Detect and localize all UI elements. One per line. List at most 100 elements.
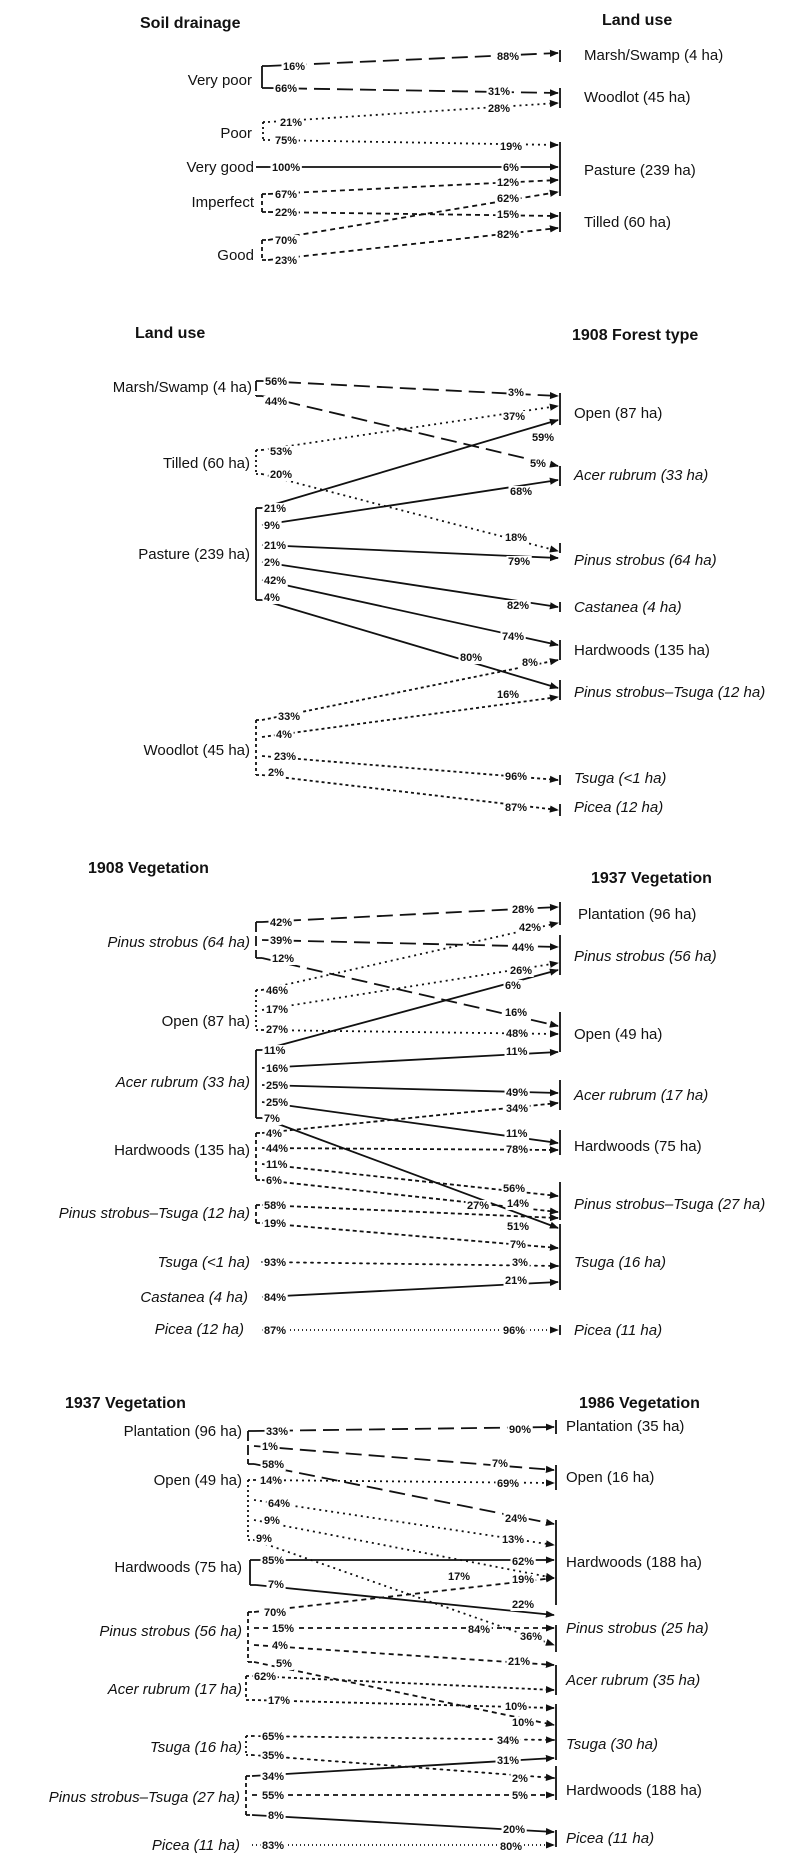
flow-line bbox=[267, 211, 559, 220]
pct: 27% bbox=[266, 1024, 288, 1036]
label-backing bbox=[260, 1840, 286, 1852]
pct: 44% bbox=[265, 396, 287, 408]
panel-1-right-header: Land use bbox=[602, 12, 672, 29]
label-backing bbox=[254, 1533, 274, 1545]
pct: 19% bbox=[512, 1574, 534, 1586]
label-backing bbox=[262, 1607, 288, 1619]
panel-3-left-header: 1908 Vegetation bbox=[88, 860, 209, 877]
label-backing bbox=[503, 1007, 529, 1019]
label-backing bbox=[495, 229, 521, 241]
pct: 34% bbox=[497, 1735, 519, 1747]
pct: 4% bbox=[266, 1128, 282, 1140]
label-backing bbox=[510, 1556, 536, 1568]
bracket bbox=[255, 1204, 262, 1224]
label-backing bbox=[276, 711, 302, 723]
target-label-picea: Picea (11 ha) bbox=[566, 1830, 654, 1847]
label-backing bbox=[272, 751, 298, 763]
pct: 58% bbox=[264, 1200, 286, 1212]
pct: 16% bbox=[497, 689, 519, 701]
panel-soil-to-landuse: Soil drainage Land use Very poor Poor Ve… bbox=[140, 12, 723, 267]
source-label-hardwoods: Hardwoods (135 ha) bbox=[114, 1142, 250, 1159]
pct: 21% bbox=[264, 503, 286, 515]
target-label-pinus-strobus: Pinus strobus (56 ha) bbox=[574, 948, 717, 965]
label-backing bbox=[264, 1175, 284, 1187]
pct: 7% bbox=[492, 1458, 508, 1470]
label-backing bbox=[465, 1200, 491, 1212]
label-backing bbox=[262, 520, 282, 532]
pct: 27% bbox=[467, 1200, 489, 1212]
label-backing bbox=[517, 922, 543, 934]
flow-line bbox=[261, 561, 559, 610]
target-label-acer-rubrum: Acer rubrum (33 ha) bbox=[573, 467, 708, 484]
source-label-picea: Picea (12 ha) bbox=[155, 1321, 244, 1338]
pct: 21% bbox=[264, 540, 286, 552]
label-backing bbox=[268, 446, 294, 458]
source-label-imperfect: Imperfect bbox=[191, 194, 254, 211]
pct: 59% bbox=[532, 432, 554, 444]
pct: 39% bbox=[270, 935, 292, 947]
pct: 66% bbox=[275, 83, 297, 95]
label-backing bbox=[466, 1624, 492, 1636]
label-backing bbox=[503, 1275, 529, 1287]
bracket bbox=[261, 193, 268, 213]
label-backing bbox=[508, 965, 534, 977]
target-label-hardwoods: Hardwoods (188 ha) bbox=[566, 1554, 702, 1571]
pct: 11% bbox=[266, 1159, 288, 1171]
label-backing bbox=[506, 556, 532, 568]
pct: 58% bbox=[262, 1459, 284, 1471]
pct: 44% bbox=[266, 1143, 288, 1155]
pct: 20% bbox=[270, 469, 292, 481]
panel-1908-to-1937: 1908 Vegetation 1937 Vegetation bbox=[59, 860, 765, 1339]
pct: 3% bbox=[512, 1257, 528, 1269]
pct: 1% bbox=[262, 1441, 278, 1453]
pct: 20% bbox=[503, 1824, 525, 1836]
pct: 5% bbox=[276, 1658, 292, 1670]
label-backing bbox=[262, 1045, 288, 1057]
source-label-plantation: Plantation (96 ha) bbox=[124, 1423, 242, 1440]
label-backing bbox=[274, 1658, 294, 1670]
pct: 16% bbox=[266, 1063, 288, 1075]
flow-line bbox=[251, 1754, 555, 1781]
label-backing bbox=[268, 469, 294, 481]
flow-line bbox=[261, 418, 559, 509]
pct: 15% bbox=[272, 1623, 294, 1635]
pct: 7% bbox=[268, 1579, 284, 1591]
pct: 7% bbox=[264, 1113, 280, 1125]
pct: 4% bbox=[276, 729, 292, 741]
pct: 69% bbox=[497, 1478, 519, 1490]
pct: 51% bbox=[507, 1221, 529, 1233]
label-backing bbox=[504, 1144, 530, 1156]
source-label-open: Open (87 ha) bbox=[162, 1013, 250, 1030]
pct: 82% bbox=[497, 229, 519, 241]
pct: 31% bbox=[488, 86, 510, 98]
pct: 8% bbox=[268, 1810, 284, 1822]
label-backing bbox=[495, 1478, 521, 1490]
pct: 80% bbox=[500, 1841, 522, 1853]
target-label-pinus-strobus: Pinus strobus (25 ha) bbox=[566, 1620, 709, 1637]
label-backing bbox=[273, 255, 299, 267]
target-label-woodlot: Woodlot (45 ha) bbox=[584, 89, 690, 106]
source-label-pinus-tsuga: Pinus strobus–Tsuga (12 ha) bbox=[59, 1205, 250, 1222]
source-label-very-poor: Very poor bbox=[188, 72, 252, 89]
target-label-castanea: Castanea (4 ha) bbox=[574, 599, 682, 616]
pct: 18% bbox=[505, 532, 527, 544]
label-backing bbox=[503, 980, 523, 992]
pct: 25% bbox=[266, 1097, 288, 1109]
pct: 84% bbox=[264, 1292, 286, 1304]
pct: 14% bbox=[507, 1198, 529, 1210]
label-backing bbox=[263, 396, 289, 408]
pct: 24% bbox=[505, 1513, 527, 1525]
flow-line bbox=[261, 1261, 559, 1270]
source-label-castanea: Castanea (4 ha) bbox=[140, 1289, 248, 1306]
target-label-acer-rubrum: Acer rubrum (17 ha) bbox=[573, 1087, 708, 1104]
pct: 9% bbox=[264, 1515, 280, 1527]
target-label-hardwoods: Hardwoods (135 ha) bbox=[574, 642, 710, 659]
flow-line bbox=[251, 1675, 555, 1694]
label-backing bbox=[530, 432, 556, 444]
pct: 15% bbox=[497, 209, 519, 221]
source-label-open: Open (49 ha) bbox=[154, 1472, 242, 1489]
bracket bbox=[262, 121, 268, 141]
pct: 80% bbox=[460, 652, 482, 664]
pct: 67% bbox=[275, 189, 297, 201]
flow-line bbox=[253, 1575, 555, 1613]
